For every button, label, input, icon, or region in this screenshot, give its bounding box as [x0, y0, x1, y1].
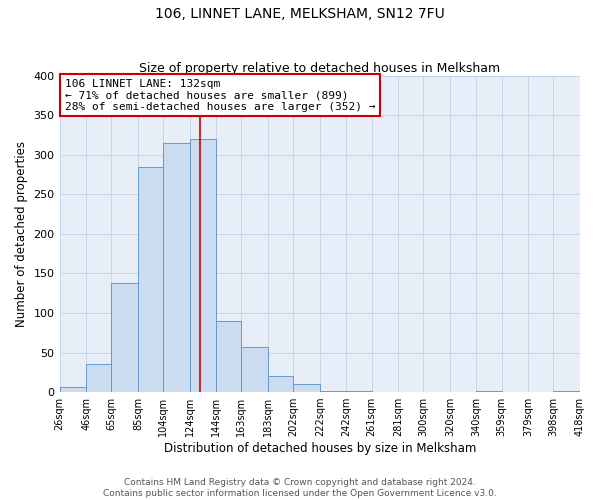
Bar — [59, 386, 86, 392]
Text: Contains HM Land Registry data © Crown copyright and database right 2024.
Contai: Contains HM Land Registry data © Crown c… — [103, 478, 497, 498]
X-axis label: Distribution of detached houses by size in Melksham: Distribution of detached houses by size … — [164, 442, 476, 455]
Bar — [241, 347, 268, 392]
Title: Size of property relative to detached houses in Melksham: Size of property relative to detached ho… — [139, 62, 500, 74]
Bar — [163, 143, 190, 392]
Bar — [293, 384, 320, 392]
Bar — [138, 166, 163, 392]
Text: 106 LINNET LANE: 132sqm
← 71% of detached houses are smaller (899)
28% of semi-d: 106 LINNET LANE: 132sqm ← 71% of detache… — [65, 79, 375, 112]
Bar — [86, 364, 112, 392]
Bar — [268, 376, 293, 392]
Text: 106, LINNET LANE, MELKSHAM, SN12 7FU: 106, LINNET LANE, MELKSHAM, SN12 7FU — [155, 8, 445, 22]
Y-axis label: Number of detached properties: Number of detached properties — [15, 141, 28, 327]
Bar — [190, 139, 216, 392]
Bar — [216, 321, 241, 392]
Bar — [112, 283, 138, 392]
